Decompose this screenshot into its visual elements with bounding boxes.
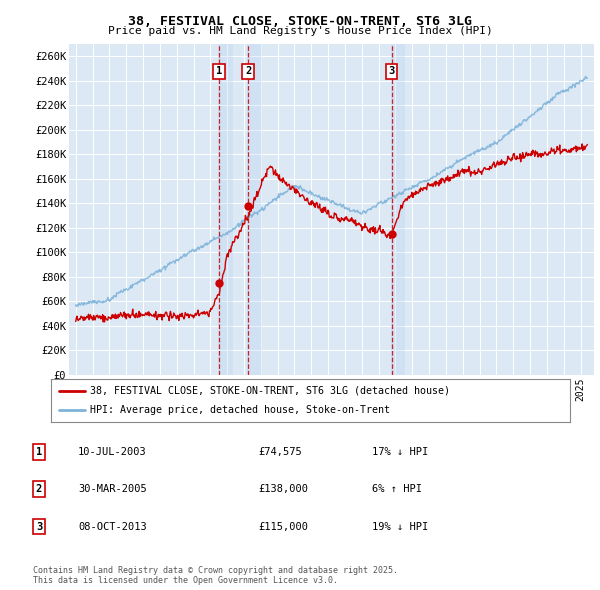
Text: 2: 2	[245, 66, 251, 76]
Text: £115,000: £115,000	[258, 522, 308, 532]
Text: 17% ↓ HPI: 17% ↓ HPI	[372, 447, 428, 457]
Text: 3: 3	[388, 66, 395, 76]
Text: HPI: Average price, detached house, Stoke-on-Trent: HPI: Average price, detached house, Stok…	[90, 405, 390, 415]
Text: 1: 1	[36, 447, 42, 457]
Text: 19% ↓ HPI: 19% ↓ HPI	[372, 522, 428, 532]
Text: 2: 2	[36, 484, 42, 494]
Bar	[247, 44, 262, 375]
Text: 10-JUL-2003: 10-JUL-2003	[78, 447, 147, 457]
Text: £138,000: £138,000	[258, 484, 308, 494]
Text: 38, FESTIVAL CLOSE, STOKE-ON-TRENT, ST6 3LG: 38, FESTIVAL CLOSE, STOKE-ON-TRENT, ST6 …	[128, 15, 472, 28]
Bar	[218, 44, 233, 375]
Text: Contains HM Land Registry data © Crown copyright and database right 2025.
This d: Contains HM Land Registry data © Crown c…	[33, 566, 398, 585]
Text: Price paid vs. HM Land Registry's House Price Index (HPI): Price paid vs. HM Land Registry's House …	[107, 26, 493, 36]
Text: 3: 3	[36, 522, 42, 532]
Text: 6% ↑ HPI: 6% ↑ HPI	[372, 484, 422, 494]
Text: £74,575: £74,575	[258, 447, 302, 457]
Text: 08-OCT-2013: 08-OCT-2013	[78, 522, 147, 532]
Text: 38, FESTIVAL CLOSE, STOKE-ON-TRENT, ST6 3LG (detached house): 38, FESTIVAL CLOSE, STOKE-ON-TRENT, ST6 …	[90, 386, 450, 396]
Text: 1: 1	[216, 66, 222, 76]
Text: 30-MAR-2005: 30-MAR-2005	[78, 484, 147, 494]
Bar	[391, 44, 405, 375]
